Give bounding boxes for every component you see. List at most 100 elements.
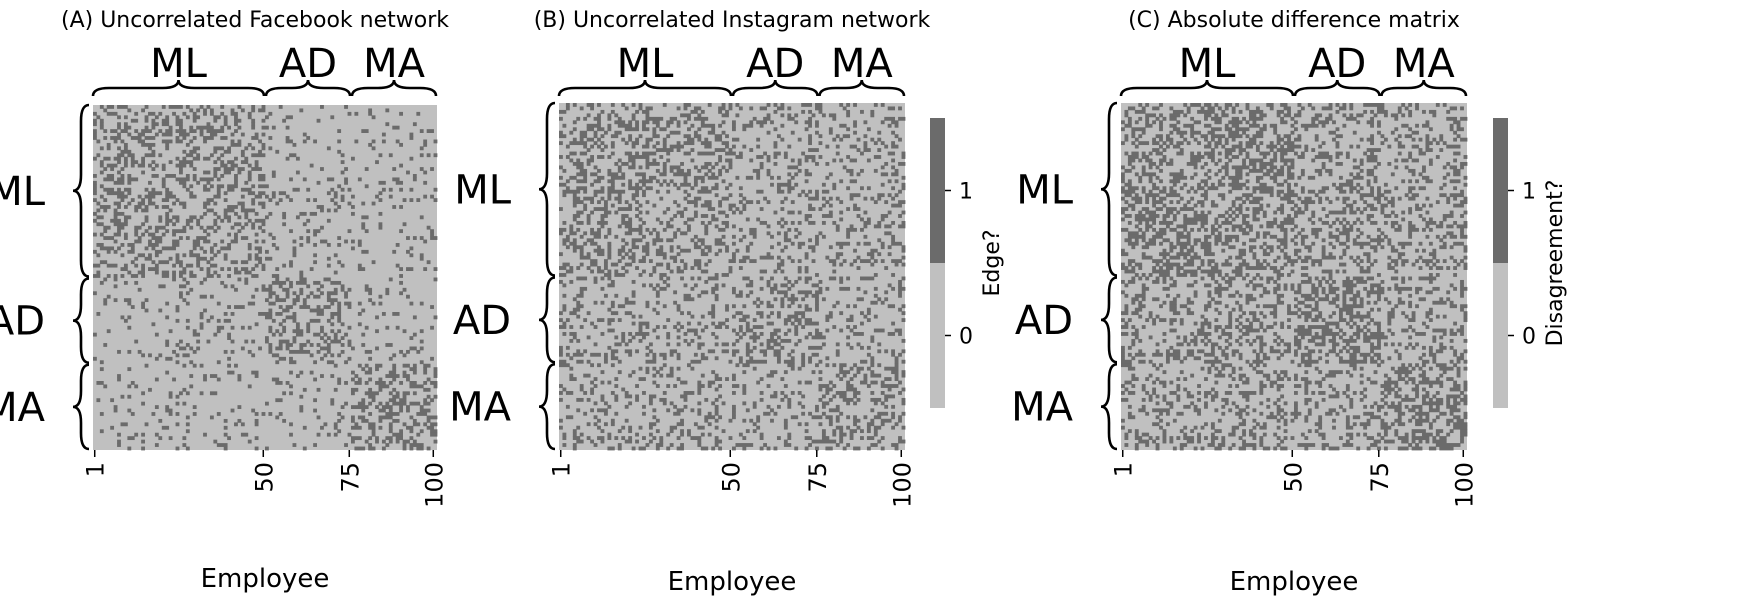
heatmap-cell — [1273, 290, 1277, 294]
heatmap-cell — [697, 381, 701, 385]
heatmap-cell — [306, 240, 310, 244]
heatmap-cell — [1311, 308, 1318, 312]
heatmap-cell — [1225, 238, 1232, 242]
heatmap-cell — [379, 388, 383, 392]
heatmap-cell — [1235, 273, 1242, 277]
heatmap-cell — [1214, 242, 1218, 246]
heatmap-cell — [604, 204, 608, 208]
heatmap-cell — [1297, 283, 1301, 287]
heatmap-cell — [1398, 256, 1402, 260]
heatmap-cell — [1159, 252, 1170, 256]
heatmap-cell — [822, 221, 826, 225]
heatmap-cell — [1218, 193, 1225, 197]
heatmap-cell — [1225, 141, 1229, 145]
heatmap-cell — [625, 394, 632, 398]
heatmap-cell — [1394, 270, 1398, 274]
heatmap-cell — [220, 112, 224, 116]
heatmap-cell — [182, 353, 189, 357]
heatmap-cell — [1432, 329, 1446, 333]
heatmap-cell — [684, 207, 688, 211]
heatmap-cell — [625, 440, 632, 444]
heatmap-cell — [690, 186, 694, 190]
heatmap-cell — [701, 242, 705, 246]
heatmap-cell — [1422, 322, 1426, 326]
heatmap-cell — [677, 342, 681, 346]
heatmap-cell — [1256, 273, 1260, 277]
heatmap-cell — [1360, 138, 1364, 142]
heatmap-cell — [677, 329, 681, 333]
heatmap-cell — [583, 207, 587, 211]
heatmap-cell — [1346, 277, 1350, 281]
heatmap-cell — [423, 402, 430, 406]
heatmap-cell — [815, 131, 819, 135]
heatmap-cell — [784, 384, 788, 388]
heatmap-cell — [1145, 224, 1152, 228]
heatmap-cell — [1121, 176, 1125, 180]
heatmap-cell — [1138, 315, 1142, 319]
heatmap-cell — [742, 436, 746, 440]
heatmap-cell — [289, 384, 293, 388]
heatmap-cell — [100, 281, 104, 285]
heatmap-cell — [1228, 315, 1232, 319]
heatmap-cell — [677, 422, 684, 426]
heatmap-cell — [172, 202, 176, 206]
heatmap-cell — [857, 398, 861, 402]
heatmap-cell — [320, 105, 324, 109]
heatmap-cell — [1446, 224, 1453, 228]
heatmap-cell — [1197, 152, 1201, 156]
heatmap-cell — [711, 287, 718, 291]
heatmap-cell — [107, 274, 111, 278]
heatmap-cell — [1156, 134, 1163, 138]
heatmap-cell — [330, 198, 334, 202]
heatmap-cell — [1173, 145, 1180, 149]
heatmap-cell — [389, 440, 393, 444]
heatmap-cell — [635, 152, 639, 156]
heatmap-cell — [1297, 301, 1304, 305]
heatmap-cell — [1432, 339, 1436, 343]
heatmap-cell — [1387, 256, 1391, 260]
heatmap-cell — [406, 405, 410, 409]
heatmap-cell — [1363, 332, 1367, 336]
heatmap-cell — [406, 409, 410, 413]
heatmap-cell — [196, 257, 207, 261]
heatmap-cell — [1304, 197, 1311, 201]
heatmap-cell — [801, 363, 805, 367]
heatmap-cell — [293, 246, 297, 250]
heatmap-cell — [203, 171, 210, 175]
heatmap-cell — [846, 381, 850, 385]
heatmap-cell — [742, 304, 746, 308]
heatmap-cell — [93, 133, 97, 137]
heatmap-cell — [409, 416, 413, 420]
heatmap-cell — [286, 157, 290, 161]
heatmap-cell — [1194, 294, 1198, 298]
heatmap-cell — [594, 422, 598, 426]
heatmap-cell — [162, 205, 169, 209]
heatmap-cell — [1422, 110, 1426, 114]
heatmap-cell — [176, 136, 180, 140]
heatmap-cell — [808, 204, 812, 208]
heatmap-cell — [124, 126, 131, 130]
heatmap-cell — [189, 384, 193, 388]
heatmap-cell — [1398, 110, 1402, 114]
heatmap-cell — [562, 304, 566, 308]
heatmap-cell — [1325, 280, 1329, 284]
heatmap-cell — [275, 202, 279, 206]
heatmap-cell — [1232, 218, 1236, 222]
heatmap-cell — [158, 353, 162, 357]
heatmap-cell — [659, 398, 666, 402]
heatmap-cell — [372, 115, 376, 119]
heatmap-cell — [207, 105, 211, 109]
heatmap-cell — [604, 273, 611, 277]
heatmap-cell — [642, 176, 646, 180]
heatmap-cell — [293, 319, 297, 323]
heatmap-cell — [767, 231, 771, 235]
heatmap-cell — [749, 280, 753, 284]
heatmap-cell — [774, 391, 778, 395]
heatmap-cell — [649, 349, 653, 353]
heatmap-cell — [711, 165, 715, 169]
heatmap-cell — [1214, 235, 1221, 239]
heatmap-cell — [735, 113, 739, 117]
heatmap-cell — [348, 305, 352, 309]
heatmap-cell — [179, 291, 183, 295]
heatmap-cell — [1169, 322, 1173, 326]
